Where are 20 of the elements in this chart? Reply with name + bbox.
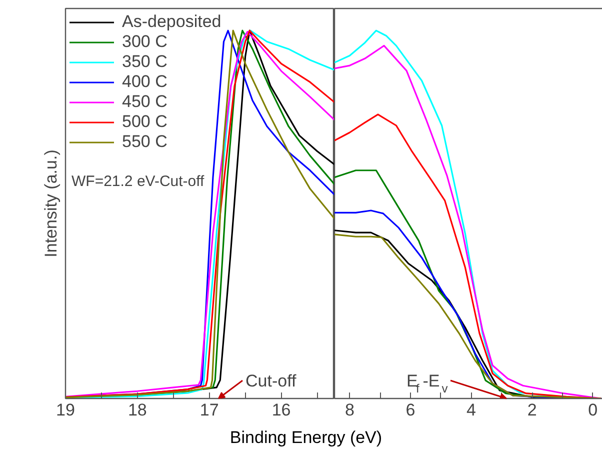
legend-label: 400 C — [122, 72, 168, 92]
x-tick-label: 2 — [527, 400, 537, 420]
legend-label: 350 C — [122, 52, 168, 72]
annotation: Cut-off — [246, 372, 296, 390]
legend-label: 500 C — [122, 112, 168, 132]
annotation: WF=21.2 eV-Cut-off — [72, 172, 206, 190]
legend-label: 550 C — [122, 132, 168, 152]
y-axis-title: Intensity (a.u.) — [42, 150, 60, 258]
x-tick-label: 16 — [272, 400, 291, 420]
legend-label: 300 C — [122, 32, 168, 52]
x-tick-label: 18 — [128, 400, 147, 420]
x-tick-label: 8 — [344, 400, 354, 420]
legend-label: As-deposited — [122, 12, 222, 32]
x-tick-label: 4 — [466, 400, 476, 420]
x-tick-label: 0 — [588, 400, 598, 420]
x-tick-label: 19 — [56, 400, 75, 420]
x-axis-title: Binding Energy (eV) — [230, 427, 382, 449]
x-tick-label: 17 — [200, 400, 219, 420]
legend-label: 450 C — [122, 92, 168, 112]
x-tick-label: 6 — [406, 400, 416, 420]
